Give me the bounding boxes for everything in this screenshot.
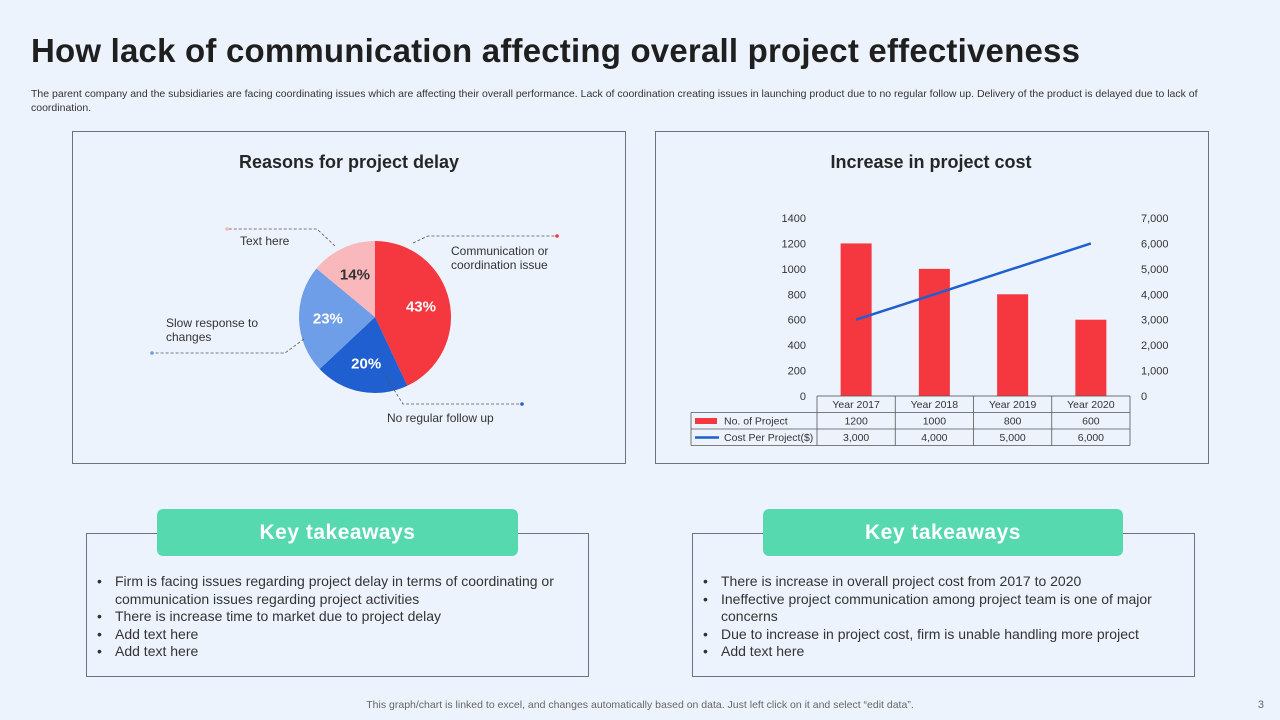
callout-dot-communication [555,234,559,238]
takeaway-item: Add text here [97,626,577,644]
y-right-tick-label: 4,000 [1141,289,1169,301]
x-category-label: Year 2018 [911,399,959,411]
footer-note: This graph/chart is linked to excel, and… [366,699,914,711]
bar-year-2019[interactable] [997,294,1029,396]
table-cell: 600 [1082,416,1100,428]
pie-pct-label-text-here: 14% [340,266,370,283]
y-right-tick-label: 6,000 [1141,238,1169,250]
slice-label-communication-line2: coordination issue [451,258,548,272]
slice-label-communication-line1: Communication or [451,244,548,258]
y-left-tick-label: 400 [788,340,806,352]
combo-chart-title: Increase in project cost [830,152,1031,172]
table-cell: 4,000 [921,432,947,444]
pie-slice-communication-or-coordination-issue[interactable] [375,241,452,386]
table-series-label: Cost Per Project($) [724,432,813,444]
table-cell: 6,000 [1078,432,1104,444]
table-cell: 1000 [923,416,947,428]
takeaways-list-1: Firm is facing issues regarding project … [97,573,577,661]
table-cell: 1200 [844,416,868,428]
table-cell: 800 [1004,416,1022,428]
combo-chart-panel[interactable]: Increase in project cost 0 200 400 600 800 10… [655,131,1209,464]
table-cell: 3,000 [843,432,869,444]
bar-year-2020[interactable] [1075,319,1107,396]
y-right-tick-label: 7,000 [1141,213,1169,225]
pie-chart-title: Reasons for project delay [239,152,459,172]
y-left-tick-label: 1000 [782,264,806,276]
slice-label-follow-up: No regular follow up [387,411,494,425]
takeaway-item: Add text here [703,643,1183,661]
callout-dot-text-here [225,227,229,231]
takeaways-heading-2: Key takeaways [763,509,1123,556]
y-left-tick-label: 600 [788,315,806,327]
x-category-label: Year 2020 [1067,399,1115,411]
y-left-tick-label: 1400 [782,213,806,225]
takeaway-item: There is increase time to market due to … [97,608,577,626]
y-left-tick-label: 200 [788,366,806,378]
table-series-label: No. of Project [724,416,788,428]
page-number: 3 [1257,699,1264,711]
pie-chart[interactable]: Reasons for project delay Communication … [73,132,627,465]
line-cost-per-project[interactable] [855,242,1092,321]
table-cell: 5,000 [999,432,1025,444]
slice-label-slow-response-line2: changes [166,330,211,344]
slice-label-slow-response: Slow response to changes [166,316,261,344]
pie-pct-label-no-regular-follow-up: 20% [351,355,381,372]
takeaways-box-2: There is increase in overall project cos… [692,533,1195,677]
takeaways-heading-1: Key takeaways [157,509,518,556]
takeaway-item: Due to increase in project cost, firm is… [703,626,1183,644]
pie-chart-panel[interactable]: Reasons for project delay Communication … [72,131,626,464]
callout-line-communication [412,235,555,244]
slice-label-communication: Communication or coordination issue [451,244,552,272]
bar-year-2018[interactable] [918,268,950,396]
slice-label-slow-response-line1: Slow response to [166,316,258,330]
callout-line-follow-up [385,376,521,405]
callout-dot-slow-response [150,351,154,355]
y-left-tick-label: 1200 [782,238,806,250]
takeaway-item: Add text here [97,643,577,661]
legend-key-bar [695,418,717,424]
takeaway-item: Ineffective project communication among … [703,591,1183,626]
y-right-tick-label: 5,000 [1141,264,1169,276]
slice-label-text-here: Text here [240,234,290,248]
y-right-tick-label: 1,000 [1141,366,1169,378]
x-category-label: Year 2019 [989,399,1037,411]
page-subtitle: The parent company and the subsidiaries … [31,88,1198,114]
page-title: How lack of communication affecting over… [31,32,1081,69]
y-left-tick-label: 0 [800,391,806,403]
combo-chart[interactable]: Increase in project cost 0 200 400 600 800 10… [656,132,1210,465]
pie-slice-no-regular-follow-up[interactable] [319,317,408,393]
takeaway-item: There is increase in overall project cos… [703,573,1183,591]
callout-dot-follow-up [520,402,524,406]
y-right-tick-label: 2,000 [1141,340,1169,352]
bar-year-2017[interactable] [840,243,872,396]
y-left-tick-label: 800 [788,289,806,301]
pie-slice-slow-response-to-changes[interactable] [299,268,375,370]
takeaways-box-1: Firm is facing issues regarding project … [86,533,589,677]
takeaway-item: Firm is facing issues regarding project … [97,573,577,608]
takeaways-list-2: There is increase in overall project cos… [703,573,1183,661]
y-right-tick-label: 3,000 [1141,315,1169,327]
y-right-tick-label: 0 [1141,391,1147,403]
pie-pct-label-slow-response-to-changes: 23% [313,310,343,327]
x-category-label: Year 2017 [832,399,880,411]
callout-line-slow-response [152,338,305,354]
pie-pct-label-communication-or-coordination-issue: 43% [406,299,436,316]
pie-slice-text-here[interactable] [316,241,375,317]
